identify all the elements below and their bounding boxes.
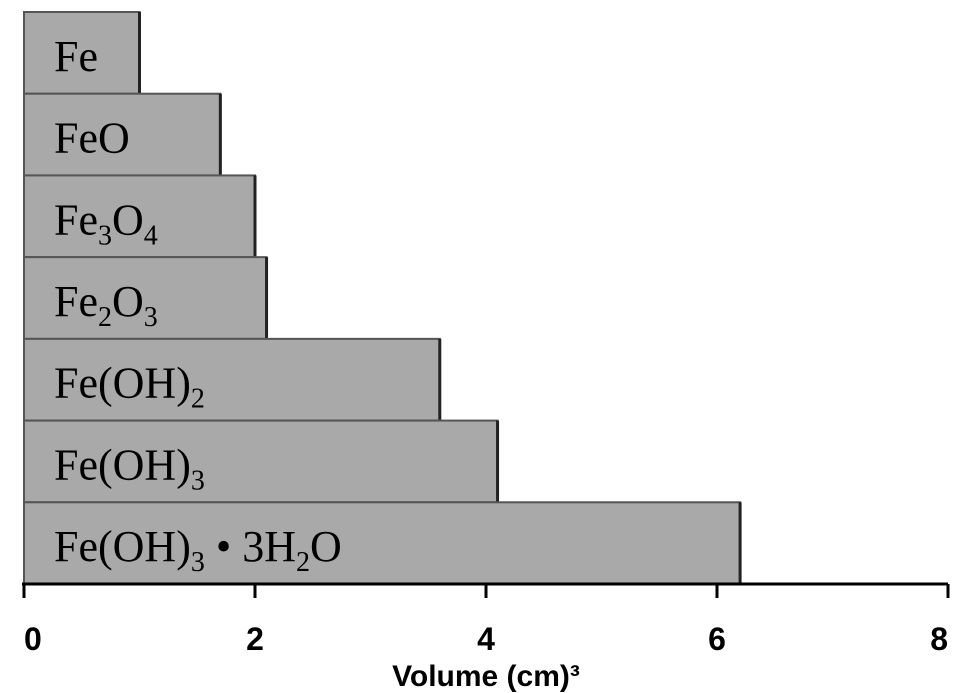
bar-label-part: Fe(OH): [54, 359, 191, 408]
bar-label-part: 3: [191, 547, 205, 578]
bar-label-part: 3: [191, 465, 205, 496]
x-axis: 0 2 4 6 8: [22, 582, 950, 657]
bar-label-part: 3: [98, 220, 112, 251]
bar-6: [23, 501, 742, 585]
bar-label-part: 2: [296, 547, 310, 578]
bar-label-4: Fe(OH)2: [54, 359, 205, 415]
bar-5: [23, 419, 499, 504]
bar-label-part: FeO: [54, 114, 130, 163]
bar-label-2: Fe3O4: [54, 195, 158, 251]
bar-label-part: 4: [144, 220, 158, 251]
bar-0: [23, 11, 141, 95]
bar-label-part: Fe(OH): [54, 440, 191, 489]
bar-1: [23, 92, 222, 177]
bar-label-part: O: [112, 277, 144, 326]
bar-label-6: Fe(OH)3 • 3H2O: [54, 522, 342, 578]
bars-group: [23, 11, 742, 585]
bar-label-part: 2: [191, 384, 205, 415]
bar-label-part: Fe: [54, 195, 98, 244]
bar-label-3: Fe2O3: [54, 277, 158, 333]
x-tick-label-4: 8: [930, 621, 948, 657]
bar-label-part: 3: [144, 302, 158, 333]
x-tick-label-3: 6: [708, 621, 726, 657]
x-axis-title: Volume (cm)³: [392, 660, 580, 693]
bar-2: [23, 174, 256, 259]
bar-label-part: Fe(OH): [54, 522, 191, 571]
bar-label-part: Fe: [54, 277, 98, 326]
bar-4: [23, 337, 441, 422]
bar-label-part: O: [310, 522, 342, 571]
bar-label-0: Fe: [54, 32, 98, 81]
bar-label-5: Fe(OH)3: [54, 440, 205, 496]
x-tick-label-1: 2: [246, 621, 264, 657]
bar-label-part: 2: [98, 302, 112, 333]
bar-label-1: FeO: [54, 114, 130, 163]
x-tick-label-0: 0: [24, 621, 42, 657]
bar-label-part: Fe: [54, 32, 98, 81]
bar-label-part: • 3H: [205, 522, 296, 571]
x-tick-label-2: 4: [477, 621, 495, 657]
bar-label-part: O: [112, 195, 144, 244]
